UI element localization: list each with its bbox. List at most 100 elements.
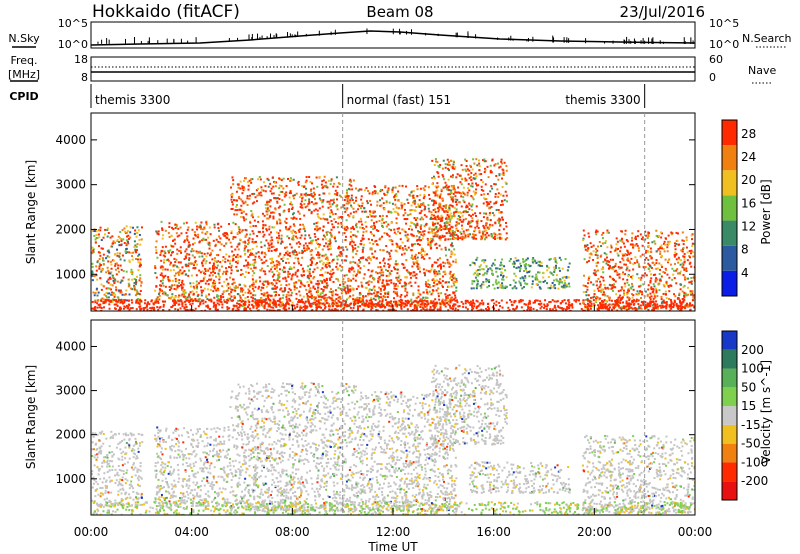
power-cell xyxy=(128,261,131,264)
power-cell xyxy=(462,196,465,199)
power-cell xyxy=(285,295,288,298)
power-cell xyxy=(353,201,356,204)
power-cell xyxy=(298,251,301,254)
power-cell xyxy=(432,209,435,212)
power-cell xyxy=(403,252,406,255)
power-cell xyxy=(134,294,137,297)
power-cell xyxy=(232,237,235,240)
power-cell xyxy=(197,233,200,236)
power-cell xyxy=(265,207,268,210)
power-cell xyxy=(587,294,590,297)
power-cell xyxy=(199,251,202,254)
power-cell xyxy=(269,199,272,202)
power-cell xyxy=(164,268,167,271)
power-cell xyxy=(362,277,365,280)
power-cell xyxy=(138,265,141,268)
power-cell xyxy=(249,233,252,236)
power-cell xyxy=(116,296,119,299)
power-cell xyxy=(623,292,626,295)
power-cell xyxy=(306,244,309,247)
power-cell xyxy=(185,237,188,240)
power-cell xyxy=(154,299,157,302)
power-cell xyxy=(693,294,695,297)
power-cell xyxy=(412,292,415,295)
power-cell xyxy=(326,263,329,266)
power-cell xyxy=(432,228,435,231)
power-cell xyxy=(452,280,455,283)
power-cell xyxy=(306,294,309,297)
power-cell xyxy=(439,238,442,241)
power-cell xyxy=(368,292,371,295)
power-cell xyxy=(504,190,507,193)
power-cell xyxy=(514,256,517,259)
power-cell xyxy=(228,238,231,241)
power-cell xyxy=(502,194,505,197)
power-cell xyxy=(308,193,311,196)
power-cell xyxy=(306,276,309,279)
power-cell xyxy=(136,291,139,294)
power-cell xyxy=(451,226,454,229)
power-cell xyxy=(495,279,498,282)
power-cell xyxy=(158,288,161,291)
power-cell xyxy=(202,259,205,262)
power-cell xyxy=(431,291,434,294)
power-cell xyxy=(500,237,503,240)
power-cell xyxy=(402,248,405,251)
power-cell xyxy=(464,236,467,239)
power-cell xyxy=(388,301,391,304)
power-cell xyxy=(315,176,318,179)
power-cell xyxy=(343,204,346,207)
power-cell xyxy=(345,208,348,211)
power-cell xyxy=(671,232,674,235)
power-cell xyxy=(308,272,311,275)
power-cell xyxy=(638,262,641,265)
power-cell xyxy=(168,260,171,263)
power-cell xyxy=(677,232,680,235)
power-cell xyxy=(374,298,377,301)
power-cell xyxy=(94,241,97,244)
power-cell xyxy=(410,209,413,212)
power-cell xyxy=(632,245,635,248)
power-cell xyxy=(301,185,304,188)
power-cell xyxy=(388,271,391,274)
power-cell xyxy=(673,262,676,265)
power-cell xyxy=(384,298,387,301)
power-cell xyxy=(200,299,203,302)
power-cell xyxy=(480,264,483,267)
power-cell xyxy=(444,163,447,166)
power-cell xyxy=(319,274,322,277)
power-cell xyxy=(611,284,614,287)
power-cell xyxy=(407,201,410,204)
power-cell xyxy=(428,283,431,286)
power-cell xyxy=(415,273,418,276)
power-cell xyxy=(434,275,437,278)
power-cell xyxy=(595,229,598,232)
power-cell xyxy=(364,286,367,289)
power-cell xyxy=(271,226,274,229)
power-cell xyxy=(350,206,353,209)
power-cell xyxy=(276,278,279,281)
power-cell xyxy=(608,275,611,278)
power-cell xyxy=(322,234,325,237)
power-cell xyxy=(494,201,497,204)
power-cell xyxy=(673,269,676,272)
power-cell xyxy=(482,233,485,236)
power-cell xyxy=(480,178,483,181)
power-cell xyxy=(304,206,307,209)
power-cell xyxy=(213,296,216,299)
power-cell xyxy=(280,258,283,261)
power-cell xyxy=(490,185,493,188)
power-cell xyxy=(495,267,498,270)
power-cell xyxy=(200,261,203,264)
power-cell xyxy=(448,262,451,265)
power-cell xyxy=(460,220,463,223)
power-cell xyxy=(602,231,605,234)
power-cell xyxy=(450,216,453,219)
power-cell xyxy=(215,260,218,263)
power-cell xyxy=(381,235,384,238)
power-cell xyxy=(325,184,328,187)
power-cell xyxy=(450,299,453,302)
power-cell xyxy=(690,249,693,252)
power-cell xyxy=(615,243,618,246)
power-cell xyxy=(478,265,481,268)
